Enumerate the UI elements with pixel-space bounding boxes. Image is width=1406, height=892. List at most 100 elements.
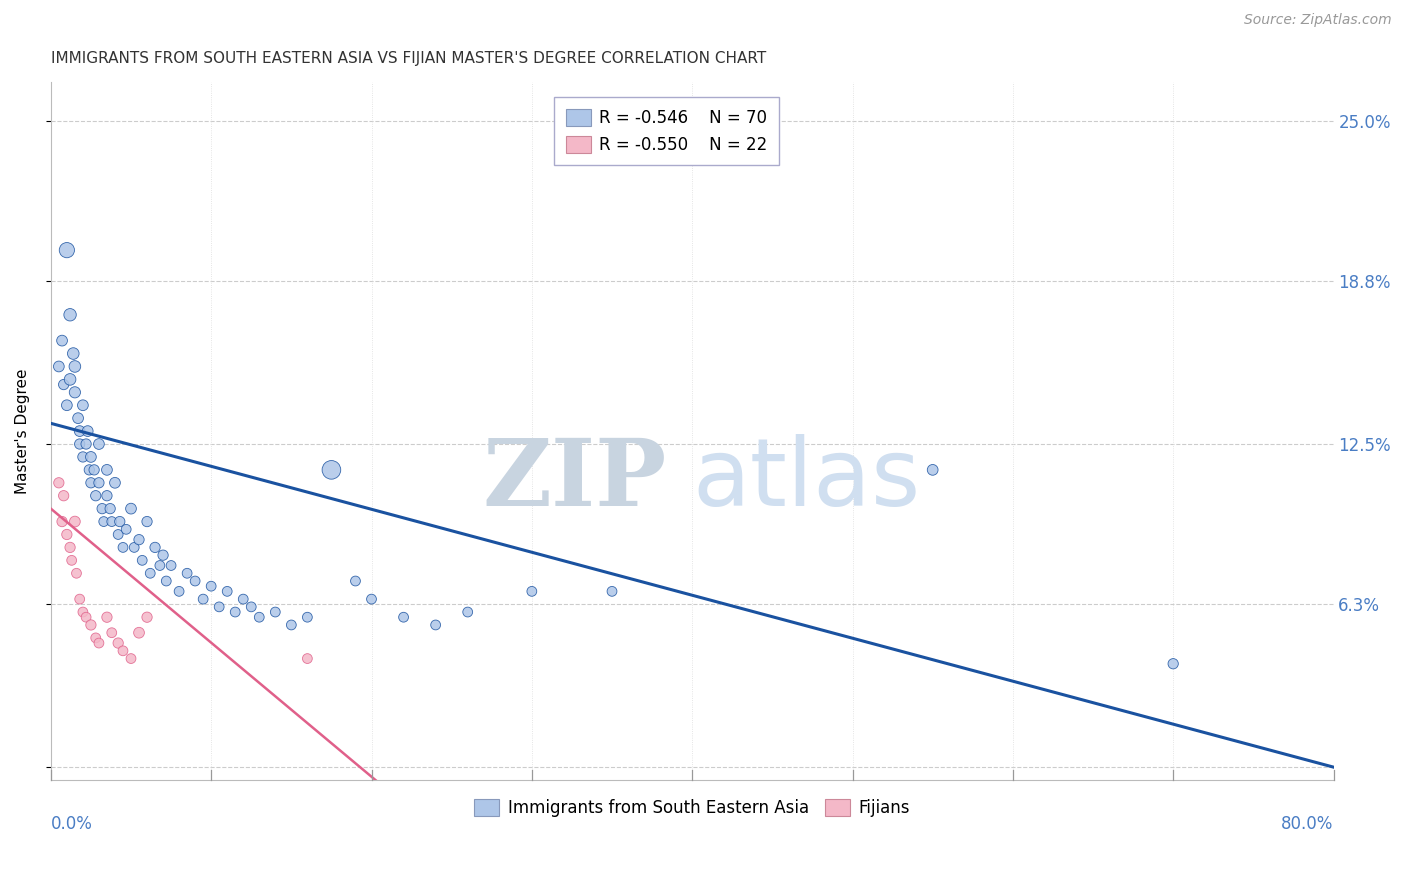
Point	[51, 334, 73, 348]
Point	[200, 579, 222, 593]
Point	[297, 651, 319, 665]
Point	[344, 574, 367, 588]
Point	[217, 584, 239, 599]
Point	[96, 610, 118, 624]
Point	[100, 515, 122, 529]
Point	[176, 566, 198, 581]
Point	[60, 553, 83, 567]
Point	[56, 243, 79, 257]
Point	[62, 346, 84, 360]
Point	[56, 527, 79, 541]
Point	[232, 592, 254, 607]
Point	[392, 610, 415, 624]
Point	[75, 437, 97, 451]
Point	[520, 584, 543, 599]
Point	[425, 618, 447, 632]
Point	[160, 558, 183, 573]
Point	[76, 424, 98, 438]
Point	[80, 450, 103, 464]
Point	[84, 631, 107, 645]
Point	[247, 610, 270, 624]
Point	[120, 501, 142, 516]
Point	[136, 610, 159, 624]
Point	[131, 553, 153, 567]
Point	[67, 411, 90, 425]
Point	[80, 475, 103, 490]
Legend: Immigrants from South Eastern Asia, Fijians: Immigrants from South Eastern Asia, Fiji…	[468, 793, 917, 824]
Point	[69, 592, 91, 607]
Point	[143, 541, 166, 555]
Point	[63, 385, 86, 400]
Point	[93, 515, 115, 529]
Point	[56, 398, 79, 412]
Point	[921, 463, 943, 477]
Point	[59, 372, 82, 386]
Point	[72, 450, 94, 464]
Point	[128, 533, 150, 547]
Point	[600, 584, 623, 599]
Point	[75, 610, 97, 624]
Point	[65, 566, 87, 581]
Text: Source: ZipAtlas.com: Source: ZipAtlas.com	[1244, 13, 1392, 28]
Point	[136, 515, 159, 529]
Text: atlas: atlas	[692, 434, 921, 526]
Point	[107, 636, 129, 650]
Point	[69, 437, 91, 451]
Text: ZIP: ZIP	[482, 435, 666, 525]
Point	[139, 566, 162, 581]
Point	[80, 618, 103, 632]
Point	[1161, 657, 1184, 671]
Point	[111, 644, 134, 658]
Point	[83, 463, 105, 477]
Text: IMMIGRANTS FROM SOUTH EASTERN ASIA VS FIJIAN MASTER'S DEGREE CORRELATION CHART: IMMIGRANTS FROM SOUTH EASTERN ASIA VS FI…	[51, 51, 766, 66]
Point	[108, 515, 131, 529]
Point	[87, 636, 110, 650]
Point	[96, 489, 118, 503]
Point	[149, 558, 172, 573]
Point	[128, 625, 150, 640]
Point	[59, 541, 82, 555]
Point	[297, 610, 319, 624]
Point	[52, 377, 75, 392]
Text: 80.0%: 80.0%	[1281, 815, 1333, 833]
Point	[87, 475, 110, 490]
Point	[87, 437, 110, 451]
Point	[321, 463, 343, 477]
Point	[98, 501, 121, 516]
Text: 0.0%: 0.0%	[51, 815, 93, 833]
Point	[224, 605, 246, 619]
Point	[264, 605, 287, 619]
Point	[48, 359, 70, 374]
Point	[104, 475, 127, 490]
Point	[191, 592, 214, 607]
Point	[152, 548, 174, 562]
Point	[48, 475, 70, 490]
Point	[115, 522, 138, 536]
Point	[360, 592, 382, 607]
Point	[155, 574, 177, 588]
Point	[63, 515, 86, 529]
Point	[184, 574, 207, 588]
Point	[100, 625, 122, 640]
Point	[111, 541, 134, 555]
Point	[96, 463, 118, 477]
Point	[240, 599, 263, 614]
Y-axis label: Master's Degree: Master's Degree	[15, 368, 30, 494]
Point	[51, 515, 73, 529]
Point	[69, 424, 91, 438]
Point	[280, 618, 302, 632]
Point	[167, 584, 190, 599]
Point	[63, 359, 86, 374]
Point	[72, 398, 94, 412]
Point	[120, 651, 142, 665]
Point	[79, 463, 101, 477]
Point	[208, 599, 231, 614]
Point	[122, 541, 145, 555]
Point	[457, 605, 479, 619]
Point	[84, 489, 107, 503]
Point	[52, 489, 75, 503]
Point	[59, 308, 82, 322]
Point	[91, 501, 114, 516]
Point	[72, 605, 94, 619]
Point	[107, 527, 129, 541]
